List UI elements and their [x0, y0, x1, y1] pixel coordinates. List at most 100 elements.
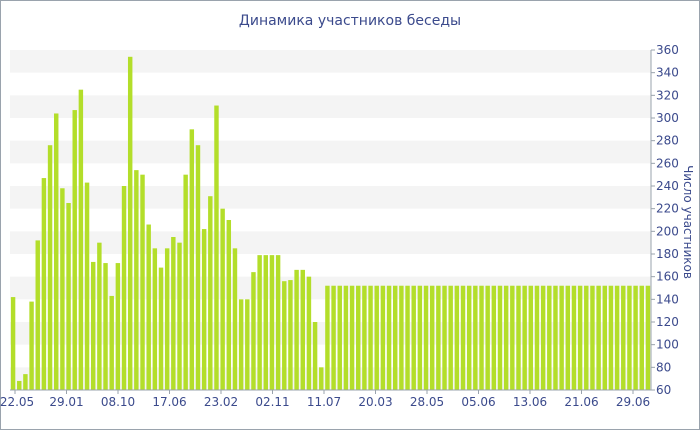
- grid-band: [10, 231, 651, 254]
- bar: [565, 285, 571, 390]
- bar: [158, 267, 164, 390]
- bar: [331, 285, 336, 390]
- x-tick-label: 29.01: [49, 395, 83, 409]
- y-axis: 60 80 100 120 140 160 180 200 220 240 260 280 300 320…: [650, 43, 679, 397]
- bar: [374, 285, 379, 390]
- bar: [349, 285, 355, 390]
- bars: [10, 56, 651, 391]
- chart-title: Динамика участников беседы: [238, 13, 462, 29]
- bar: [325, 285, 330, 390]
- bar: [220, 208, 225, 390]
- bar: [473, 285, 478, 390]
- y-axis-label: Число участников: [681, 165, 695, 279]
- bar: [90, 261, 96, 390]
- bar: [245, 299, 250, 390]
- y-tick-label: 220: [656, 202, 679, 216]
- bar: [596, 285, 601, 390]
- bar: [201, 229, 207, 390]
- grid-band: [10, 322, 651, 345]
- y-tick-label: 300: [656, 111, 679, 125]
- bar: [405, 285, 410, 390]
- bar: [41, 178, 47, 390]
- y-tick-label: 240: [656, 179, 679, 193]
- bar: [522, 285, 527, 390]
- bar: [417, 285, 423, 390]
- bar: [177, 242, 182, 390]
- bar: [183, 174, 188, 390]
- grid-band: [10, 276, 651, 300]
- bar: [312, 322, 318, 390]
- bar: [429, 285, 435, 390]
- bar: [103, 263, 108, 390]
- bar: [503, 285, 509, 390]
- bar: [238, 299, 244, 390]
- grid-band: [10, 95, 651, 118]
- x-tick-label: 22.05: [0, 395, 34, 409]
- bar: [393, 285, 398, 390]
- bar: [115, 263, 121, 390]
- bar: [362, 285, 367, 390]
- bar: [319, 367, 324, 390]
- x-tick-label: 28.05: [410, 395, 444, 409]
- y-tick-label: 160: [656, 270, 679, 284]
- bar: [72, 110, 77, 390]
- bar: [164, 248, 170, 390]
- bar: [269, 255, 275, 390]
- bar: [78, 89, 84, 391]
- bar: [294, 269, 299, 390]
- bar: [460, 285, 466, 390]
- bar: [66, 203, 71, 390]
- bar: [17, 380, 22, 390]
- bar: [602, 285, 607, 390]
- bar: [134, 170, 139, 390]
- bar: [288, 280, 293, 390]
- bar: [633, 285, 638, 390]
- bar: [356, 285, 361, 390]
- grid-bands: [10, 50, 651, 390]
- bar: [553, 285, 558, 390]
- bar: [621, 285, 626, 390]
- grid-band: [10, 367, 651, 390]
- y-tick-label: 180: [656, 247, 679, 261]
- bar: [29, 301, 34, 390]
- x-tick-label: 08.10: [101, 395, 135, 409]
- bar: [214, 105, 219, 390]
- bar: [386, 285, 392, 390]
- bar: [423, 285, 429, 390]
- bar: [479, 285, 484, 390]
- grid-band: [10, 50, 651, 73]
- bar: [97, 242, 102, 390]
- bar: [226, 220, 232, 390]
- grid-band: [10, 140, 651, 164]
- y-tick-label: 60: [656, 383, 671, 397]
- bar: [516, 285, 521, 390]
- x-tick-label: 29.06: [616, 395, 650, 409]
- bar: [121, 186, 127, 390]
- x-axis: 22.05 29.01 08.10 17.06 23.02 02.11 11.07 20.03…: [0, 389, 651, 409]
- bar: [171, 237, 176, 390]
- bar: [497, 285, 503, 390]
- y-tick-label: 340: [656, 66, 679, 80]
- bar: [127, 56, 133, 391]
- bar: [466, 285, 472, 390]
- bar: [208, 196, 213, 390]
- bar: [337, 285, 342, 390]
- y-tick-label: 360: [656, 43, 679, 57]
- bar: [343, 285, 349, 390]
- y-tick-label: 320: [656, 88, 679, 102]
- bar: [485, 285, 490, 390]
- bar: [547, 285, 552, 390]
- bar: [109, 295, 114, 390]
- x-tick-label: 02.11: [255, 395, 289, 409]
- bar: [436, 285, 441, 390]
- y-tick-label: 80: [656, 360, 671, 374]
- bar: [368, 285, 373, 390]
- bar: [442, 285, 447, 390]
- bar: [23, 374, 28, 390]
- bar: [251, 272, 256, 390]
- x-tick-label: 05.06: [461, 395, 495, 409]
- bar: [454, 285, 460, 390]
- bar: [540, 285, 546, 390]
- bar: [140, 174, 145, 390]
